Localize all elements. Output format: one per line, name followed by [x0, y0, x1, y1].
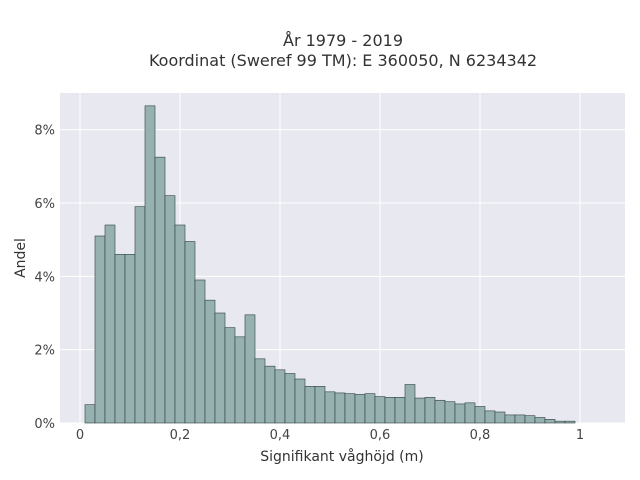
y-axis-label: Andel [13, 238, 29, 278]
histogram-bar [134, 206, 146, 424]
y-tick-label: 4% [34, 270, 55, 285]
histogram-bar [484, 410, 496, 424]
histogram-bar [314, 386, 326, 424]
histogram-bar [354, 394, 366, 424]
histogram-bar [434, 399, 446, 424]
histogram-bar [364, 393, 376, 424]
histogram-bar [564, 420, 576, 424]
histogram-bar [524, 415, 536, 424]
histogram-bar [264, 365, 276, 424]
histogram-bar [324, 391, 336, 424]
chart-title-line2: Koordinat (Sweref 99 TM): E 360050, N 62… [149, 51, 537, 70]
histogram-bar [554, 420, 566, 424]
histogram-bar [174, 224, 186, 424]
chart-title-line1: År 1979 - 2019 [283, 31, 403, 50]
histogram-bar [284, 373, 296, 424]
histogram-bar [84, 404, 96, 424]
x-tick-label: 0,6 [370, 428, 391, 443]
histogram-bar [104, 224, 116, 424]
histogram-bar [124, 254, 136, 424]
histogram-bar [184, 241, 196, 424]
histogram-bar [164, 195, 176, 424]
histogram-bar [244, 314, 256, 424]
histogram-bar [254, 358, 266, 424]
histogram-bar [214, 312, 226, 424]
bars [84, 105, 576, 424]
histogram-bar [514, 414, 526, 424]
histogram-bar [444, 401, 456, 424]
histogram-bar [144, 105, 156, 424]
x-tick-label: 1 [576, 428, 584, 443]
histogram-bar [494, 411, 506, 424]
y-tick-label: 8% [34, 124, 55, 139]
x-tick-label: 0,2 [170, 428, 191, 443]
histogram-bar [534, 417, 546, 424]
histogram-bar [194, 279, 206, 424]
histogram-bar [204, 299, 216, 424]
histogram-bar [234, 336, 246, 424]
histogram-bar [114, 254, 126, 424]
histogram-bar [414, 397, 426, 424]
x-tick-label: 0,4 [270, 428, 291, 443]
x-tick-label: 0 [76, 428, 84, 443]
histogram-bar [224, 327, 236, 424]
x-tick-label: 0,8 [470, 428, 491, 443]
histogram-bar [504, 414, 516, 424]
histogram-bar [294, 378, 306, 424]
y-tick-label: 6% [34, 197, 55, 212]
histogram-bar [424, 397, 436, 424]
histogram-bar [404, 384, 416, 424]
histogram-bar [464, 402, 476, 424]
histogram-bar [374, 396, 386, 424]
histogram-bar [334, 392, 346, 424]
y-tick-label: 2% [34, 344, 55, 359]
histogram-bar [474, 406, 486, 424]
tick-labels: 0 0,2 0,4 0,6 0,8 1 0% 2% 4% 6% 8% [34, 124, 584, 443]
histogram-bar [94, 235, 106, 424]
histogram-bar [304, 386, 316, 424]
x-axis-label: Signifikant våghöjd (m) [260, 448, 423, 465]
histogram-bar [394, 397, 406, 424]
histogram-bar [274, 369, 286, 424]
y-tick-label: 0% [34, 417, 55, 432]
histogram-bar [384, 397, 396, 424]
histogram-bar [544, 419, 556, 424]
histogram-bar [344, 393, 356, 424]
histogram-bar [154, 156, 166, 424]
histogram-bar [454, 403, 466, 424]
